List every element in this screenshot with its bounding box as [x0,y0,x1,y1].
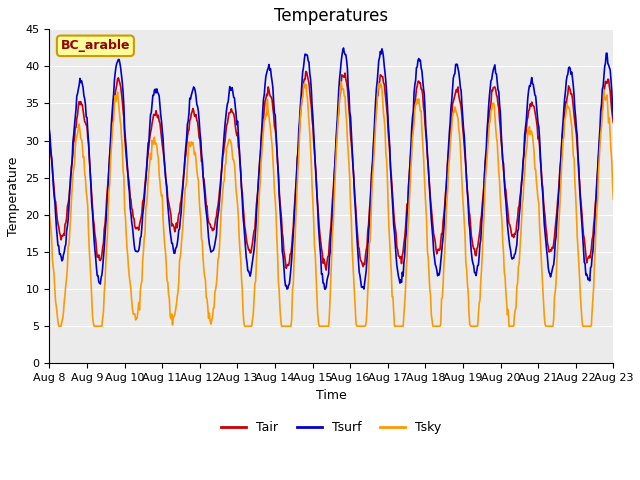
Tsurf [114,59,122,64]
X-axis label: Time: Time [316,388,347,402]
Tair [201,183,209,189]
Text: BC_arable: BC_arable [61,39,130,52]
Y-axis label: Temperature: Temperature [7,156,20,236]
Tair [402,227,410,232]
Tsky [45,211,53,216]
Line: Tair: Tair [49,72,613,270]
Tair [56,230,63,236]
Tsurf [340,45,348,51]
Tsky [55,323,63,329]
Tair [171,229,179,235]
Tsurf [56,252,63,257]
Tair [114,76,122,82]
Line: Tsky: Tsky [49,82,613,326]
Tsky [202,277,209,283]
Tsurf [283,286,291,292]
Tsky [56,323,64,329]
Tsurf [171,250,179,256]
Tsurf [201,191,209,197]
Tsky [402,288,410,294]
Tsky [609,196,617,202]
Tair [45,130,53,136]
Tsurf [402,238,410,243]
Tsurf [418,68,426,74]
Tsky [115,98,122,104]
Line: Tsurf: Tsurf [49,48,613,289]
Tsky [337,79,345,84]
Legend: Tair, Tsurf, Tsky: Tair, Tsurf, Tsky [216,416,447,439]
Title: Temperatures: Temperatures [275,7,388,25]
Tsky [172,307,179,312]
Tsky [418,128,426,133]
Tsurf [609,114,617,120]
Tair [302,69,310,74]
Tair [609,120,617,125]
Tsurf [45,127,53,133]
Tair [418,86,426,92]
Tair [323,267,330,273]
